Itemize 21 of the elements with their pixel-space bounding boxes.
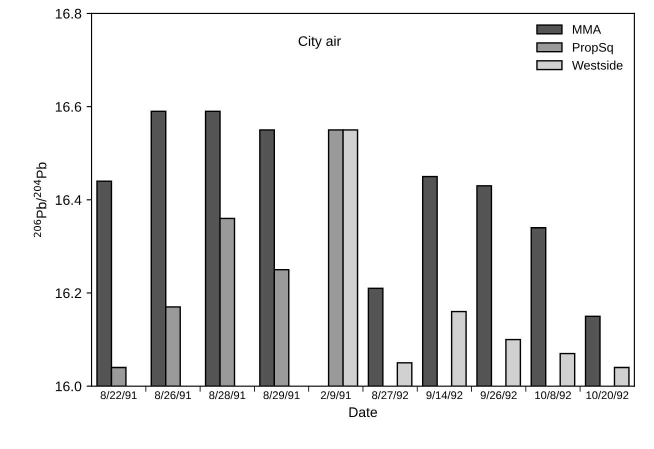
y-axis-title: $^{206}$Pb/$^{204}$Pb [34,162,46,238]
x-tick-label: 10/20/92 [586,391,628,400]
legend-label: Westside [572,60,623,70]
x-tick-label: 8/29/91 [263,391,300,400]
y-tick-label: 16.2 [56,288,82,298]
x-tick-label: 2/9/91 [320,391,351,400]
y-tick-label: 16.6 [56,102,82,112]
x-tick-label: 8/22/91 [100,391,137,400]
legend-label: MMA [572,25,602,34]
x-tick-label: 9/26/92 [480,391,517,400]
y-tick-label: 16.0 [56,381,82,392]
y-tick-label: 16.4 [56,195,82,205]
x-tick-label: 10/8/92 [535,391,571,400]
y-tick-label: 16.8 [56,8,82,19]
x-tick-label: 9/14/92 [426,391,462,400]
x-tick-label: 8/28/91 [209,391,246,400]
legend-label: PropSq [572,42,613,54]
x-tick-label: 8/27/92 [372,391,408,400]
x-axis-title: Date [349,407,378,418]
text: City air [298,36,341,49]
x-tick-label: 8/26/91 [154,391,191,400]
